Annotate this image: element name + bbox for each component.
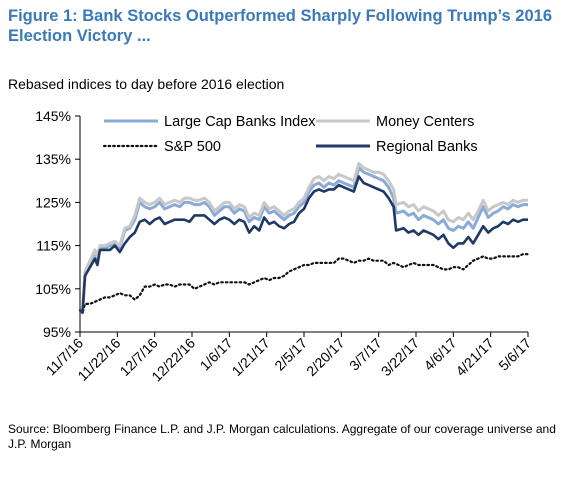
y-tick-label: 135% [35,151,71,167]
x-tick-label: 5/6/17 [495,335,534,374]
legend-label: Large Cap Banks Index [164,114,316,130]
y-tick-label: 115% [36,238,71,254]
series-line-regional-banks [79,175,528,314]
y-tick-label: 125% [35,194,71,210]
chart-legend: Large Cap Banks Index Money Centers S&P 50… [102,114,478,155]
y-tick-label: 95% [43,324,71,340]
x-tick-label: 3/22/17 [378,335,422,379]
line-chart: 95%105%115%125%135%145%11/7/1611/22/1612… [35,108,534,385]
series-line-money-centers [79,162,528,315]
x-tick-label: 1/21/17 [228,335,272,379]
chart-series [78,162,530,315]
chart-title: Figure 1: Bank Stocks Outperformed Sharp… [8,7,553,45]
y-tick-label: 105% [35,281,71,297]
chart-subtitle: Rebased indices to day before 2016 elect… [8,76,285,92]
legend-label: Regional Banks [376,139,478,155]
series-line-large-cap-banks-index [79,166,528,315]
x-tick-label: 2/20/17 [303,335,347,379]
chart-source-note: Source: Bloomberg Finance L.P. and J.P. … [8,422,556,451]
y-tick-label: 145% [35,108,71,124]
series-line-s-p-500 [78,253,530,314]
x-tick-label: 4/21/17 [452,335,496,379]
legend-label: Money Centers [376,114,474,130]
legend-label: S&P 500 [164,139,221,155]
